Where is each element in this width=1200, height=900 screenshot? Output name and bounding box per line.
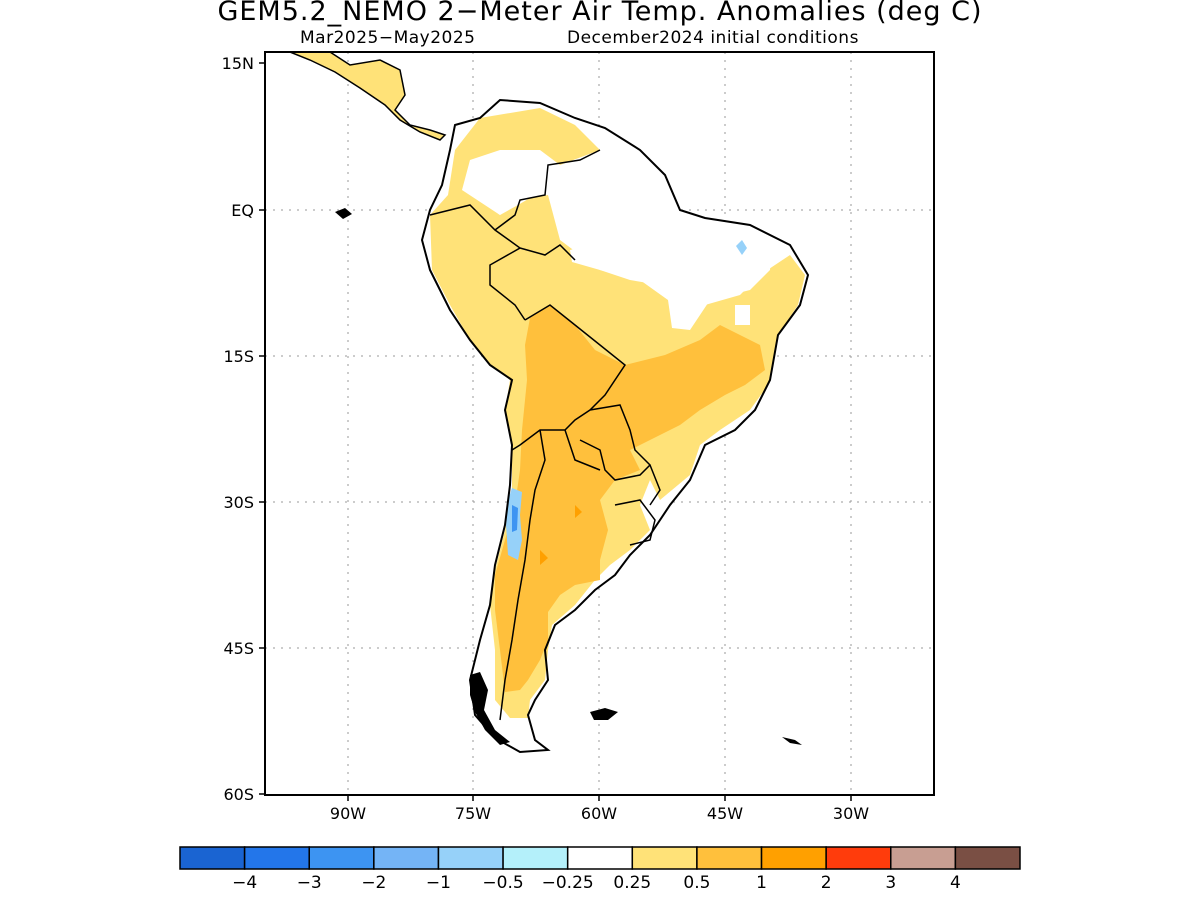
colorbar-swatch [502, 846, 569, 870]
colorbar-swatch [373, 846, 440, 870]
colorbar-label: 1 [756, 873, 767, 893]
colorbar-swatch [631, 846, 698, 870]
colorbar-swatch [825, 846, 892, 870]
colorbar-swatch [308, 846, 375, 870]
colorbar-swatch [243, 846, 310, 870]
south-georgia-island [782, 737, 802, 745]
country-borders [429, 149, 661, 721]
lon-tick-label: 75W [455, 804, 491, 823]
lon-tick-label: 60W [581, 804, 617, 823]
colorbar-label: −4 [232, 873, 257, 893]
colorbar-label: −0.5 [482, 873, 523, 893]
colorbar-label: −2 [361, 873, 386, 893]
forecast-period: Mar2025−May2025 [300, 28, 476, 48]
colorbar-label: 3 [885, 873, 896, 893]
lon-tick-label: 30W [833, 804, 869, 823]
lat-tick-label: 15S [223, 347, 254, 366]
colorbar: −4 −3 −2 −1 −0.5 −0.25 0.25 0.5 1 2 3 4 [179, 846, 1021, 893]
lat-tick-label: 15N [222, 54, 254, 73]
map-title: GEM5.2_NEMO 2−Meter Air Temp. Anomalies … [217, 0, 983, 27]
lat-tick-label: 60S [223, 785, 254, 804]
lat-tick-label: EQ [231, 201, 254, 220]
colorbar-swatch [566, 846, 634, 870]
neutral-interior [570, 218, 772, 330]
south-america-coast [420, 98, 810, 754]
colorbar-label: 0.5 [683, 873, 710, 893]
anomaly-1-2-b [575, 505, 582, 518]
lon-tick-label: 45W [707, 804, 743, 823]
chile-archipelago [470, 672, 510, 745]
neutral-north [478, 158, 540, 215]
tick-marks [259, 62, 852, 801]
anomaly-cool-northeast [736, 240, 747, 255]
anomaly-1-2 [540, 550, 548, 565]
initial-conditions: December2024 initial conditions [567, 28, 859, 48]
lat-tick-label: 45S [223, 639, 254, 658]
colorbar-label: −1 [426, 873, 451, 893]
colorbar-swatch [890, 846, 957, 870]
colorbar-swatch [437, 846, 504, 870]
lon-tick-label: 90W [330, 804, 366, 823]
colorbar-label: 4 [950, 873, 961, 893]
falkland-islands [590, 708, 618, 720]
neutral-patch-east [735, 305, 750, 325]
lat-tick-label: 30S [223, 493, 254, 512]
colorbar-swatch [696, 846, 763, 870]
colorbar-swatch [760, 846, 827, 870]
anomaly-0.5-1 [495, 305, 765, 692]
colorbar-swatch [954, 846, 1021, 870]
colorbar-label: −0.25 [542, 873, 594, 893]
anomaly-cooler-andes [512, 505, 518, 532]
colorbar-swatch [179, 846, 246, 870]
anomaly-field [289, 52, 810, 754]
colorbar-label: 0.25 [613, 873, 651, 893]
galapagos-islands [335, 208, 352, 219]
colorbar-label: −3 [297, 873, 322, 893]
central-america [289, 52, 447, 141]
colorbar-label: 2 [821, 873, 832, 893]
